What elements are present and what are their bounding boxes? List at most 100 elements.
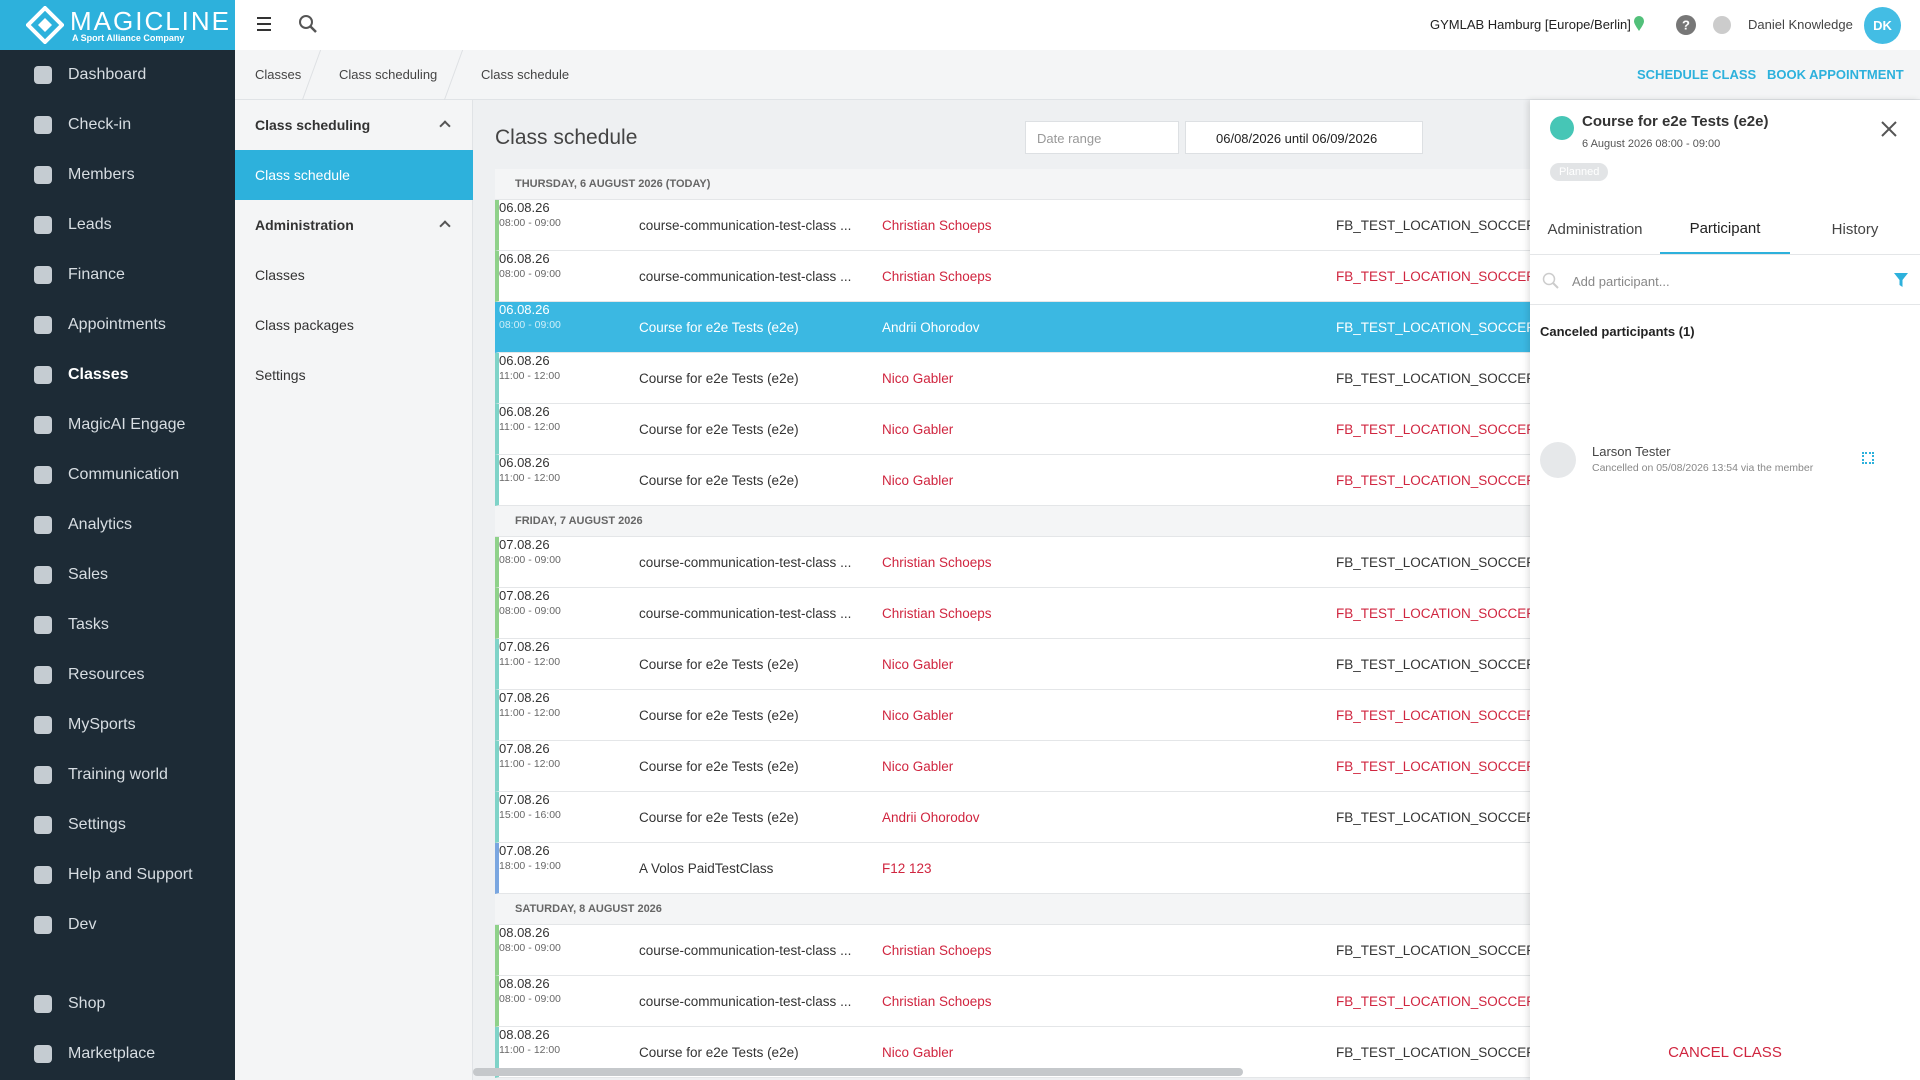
nav-label: MySports xyxy=(68,716,136,733)
date-picker[interactable]: 06/08/2026 until 06/09/2026 xyxy=(1185,121,1423,154)
submenu-item[interactable]: Class schedule xyxy=(235,150,473,200)
date-range-select[interactable]: Date range xyxy=(1025,121,1179,154)
class-row[interactable]: 06.08.26 08:00 - 09:00 Course for e2e Test… xyxy=(495,302,1530,353)
class-date: 06.08.26 xyxy=(499,404,550,419)
nav-item[interactable]: Dev xyxy=(0,900,235,950)
nav-item[interactable]: Marketplace xyxy=(0,1029,235,1079)
class-row[interactable]: 07.08.26 11:00 - 12:00 Course for e2e Test… xyxy=(495,690,1530,741)
download-button[interactable] xyxy=(1712,15,1732,35)
date-cell: 07.08.26 11:00 - 12:00 xyxy=(499,741,1530,770)
logo-name: MAGICLINE xyxy=(70,6,232,36)
nav-icon xyxy=(34,766,52,784)
class-name: course-communication-test-class ... xyxy=(639,606,852,621)
nav-item[interactable]: Members xyxy=(0,150,235,200)
class-row[interactable]: 06.08.26 11:00 - 12:00 Course for e2e Test… xyxy=(495,404,1530,455)
search-icon xyxy=(1542,272,1559,289)
nav-item[interactable]: Classes xyxy=(0,350,235,400)
class-row[interactable]: 08.08.26 08:00 - 09:00 course-communicatio… xyxy=(495,976,1530,1027)
nav-item[interactable]: Check-in xyxy=(0,100,235,150)
submenu-item[interactable]: Classes xyxy=(255,267,305,283)
nav-item[interactable]: Training world xyxy=(0,750,235,800)
nav-icon xyxy=(34,516,52,534)
date-cell: 06.08.26 11:00 - 12:00 xyxy=(499,404,1530,433)
class-row[interactable]: 07.08.26 08:00 - 09:00 course-communicatio… xyxy=(495,588,1530,639)
class-date: 06.08.26 xyxy=(499,353,550,368)
participant-name[interactable]: Larson Tester xyxy=(1592,444,1671,459)
nav-item[interactable]: Tasks xyxy=(0,600,235,650)
panel-tab[interactable]: Participant xyxy=(1660,204,1790,254)
location: FB_TEST_LOCATION_SOCCER_1 xyxy=(1336,657,1530,672)
nav-icon xyxy=(34,66,52,84)
class-row[interactable]: 07.08.26 18:00 - 19:00 A Volos PaidTestCla… xyxy=(495,843,1530,894)
submenu-heading[interactable]: Class scheduling xyxy=(235,100,473,150)
participant-search[interactable]: Add participant... xyxy=(1572,274,1670,289)
action-button[interactable]: SCHEDULE CLASS xyxy=(1637,67,1757,82)
menu-button[interactable] xyxy=(257,16,275,32)
submenu-item[interactable]: Class packages xyxy=(255,317,354,333)
nav-item[interactable]: MySports xyxy=(0,700,235,750)
nav-item[interactable]: Help and Support xyxy=(0,850,235,900)
class-date: 08.08.26 xyxy=(499,976,550,991)
trainer: Nico Gabler xyxy=(882,371,954,386)
nav-item[interactable]: Analytics xyxy=(0,500,235,550)
class-row[interactable]: 06.08.26 08:00 - 09:00 course-communicatio… xyxy=(495,251,1530,302)
class-row[interactable]: 07.08.26 08:00 - 09:00 course-communicatio… xyxy=(495,537,1530,588)
class-row[interactable]: 07.08.26 11:00 - 12:00 Course for e2e Test… xyxy=(495,639,1530,690)
nav-label: Classes xyxy=(68,366,129,383)
class-name: Course for e2e Tests (e2e) xyxy=(639,473,799,488)
class-date: 07.08.26 xyxy=(499,741,550,756)
filter-button[interactable] xyxy=(1894,273,1908,287)
class-time: 08:00 - 09:00 xyxy=(499,605,561,617)
trainer: Christian Schoeps xyxy=(882,555,992,570)
user-name[interactable]: Daniel Knowledge xyxy=(1748,17,1853,32)
avatar[interactable]: DK xyxy=(1864,7,1901,44)
submenu: Class scheduling Class schedule Administra… xyxy=(235,100,473,1080)
nav-item[interactable]: MagicAI Engage xyxy=(0,400,235,450)
close-button[interactable] xyxy=(1880,120,1898,138)
location[interactable]: GYMLAB Hamburg [Europe/Berlin] xyxy=(1430,17,1631,32)
class-name: A Volos PaidTestClass xyxy=(639,861,774,876)
action-button[interactable]: BOOK APPOINTMENT xyxy=(1767,67,1904,82)
nav-icon xyxy=(34,266,52,284)
nav-item[interactable]: Settings xyxy=(0,800,235,850)
breadcrumb[interactable]: Class scheduling xyxy=(339,67,438,82)
submenu-item[interactable]: Settings xyxy=(255,367,306,383)
class-date: 07.08.26 xyxy=(499,690,550,705)
class-row[interactable]: 08.08.26 08:00 - 09:00 course-communicatio… xyxy=(495,925,1530,976)
search-button[interactable] xyxy=(298,14,318,34)
scrollbar[interactable] xyxy=(473,1068,1243,1076)
class-row[interactable]: 06.08.26 11:00 - 12:00 Course for e2e Test… xyxy=(495,353,1530,404)
nav-item[interactable]: Finance xyxy=(0,250,235,300)
nav-item[interactable]: Sales xyxy=(0,550,235,600)
participant-avatar xyxy=(1540,442,1576,478)
panel-tab[interactable]: History xyxy=(1831,220,1879,238)
nav-label: Resources xyxy=(68,666,145,683)
logo[interactable]: MAGICLINE A Sport Alliance Company xyxy=(0,0,235,50)
participant-action[interactable] xyxy=(1862,452,1874,464)
trainer: Christian Schoeps xyxy=(882,606,992,621)
class-date: 07.08.26 xyxy=(499,639,550,654)
nav-item[interactable]: Communication xyxy=(0,450,235,500)
nav-item[interactable]: Shop xyxy=(0,979,235,1029)
submenu-heading[interactable]: Administration xyxy=(235,200,473,250)
class-row[interactable]: 06.08.26 08:00 - 09:00 course-communicatio… xyxy=(495,200,1530,251)
nav-label: MagicAI Engage xyxy=(68,416,186,433)
class-row[interactable]: 06.08.26 11:00 - 12:00 Course for e2e Test… xyxy=(495,455,1530,506)
topbar: GYMLAB Hamburg [Europe/Berlin] ? Daniel … xyxy=(235,0,1920,50)
section-heading: Canceled participants (1) xyxy=(1540,324,1695,339)
class-date: 07.08.26 xyxy=(499,843,550,858)
class-row[interactable]: 07.08.26 11:00 - 12:00 Course for e2e Test… xyxy=(495,741,1530,792)
status-badge: Planned xyxy=(1550,163,1609,181)
svg-text:?: ? xyxy=(1682,18,1690,33)
nav-item[interactable]: Resources xyxy=(0,650,235,700)
cancel-class-button[interactable]: CANCEL CLASS xyxy=(1668,1044,1782,1061)
breadcrumb[interactable]: Classes xyxy=(255,67,302,82)
nav-item[interactable]: Leads xyxy=(0,200,235,250)
date-cell: 06.08.26 08:00 - 09:00 xyxy=(499,251,1530,280)
nav-item[interactable]: Dashboard xyxy=(0,50,235,100)
help-button[interactable]: ? xyxy=(1675,14,1697,36)
nav-item[interactable]: Appointments xyxy=(0,300,235,350)
panel-tab[interactable]: Administration xyxy=(1547,220,1643,238)
class-row[interactable]: 07.08.26 15:00 - 16:00 Course for e2e Test… xyxy=(495,792,1530,843)
breadcrumb[interactable]: Class schedule xyxy=(481,67,570,82)
